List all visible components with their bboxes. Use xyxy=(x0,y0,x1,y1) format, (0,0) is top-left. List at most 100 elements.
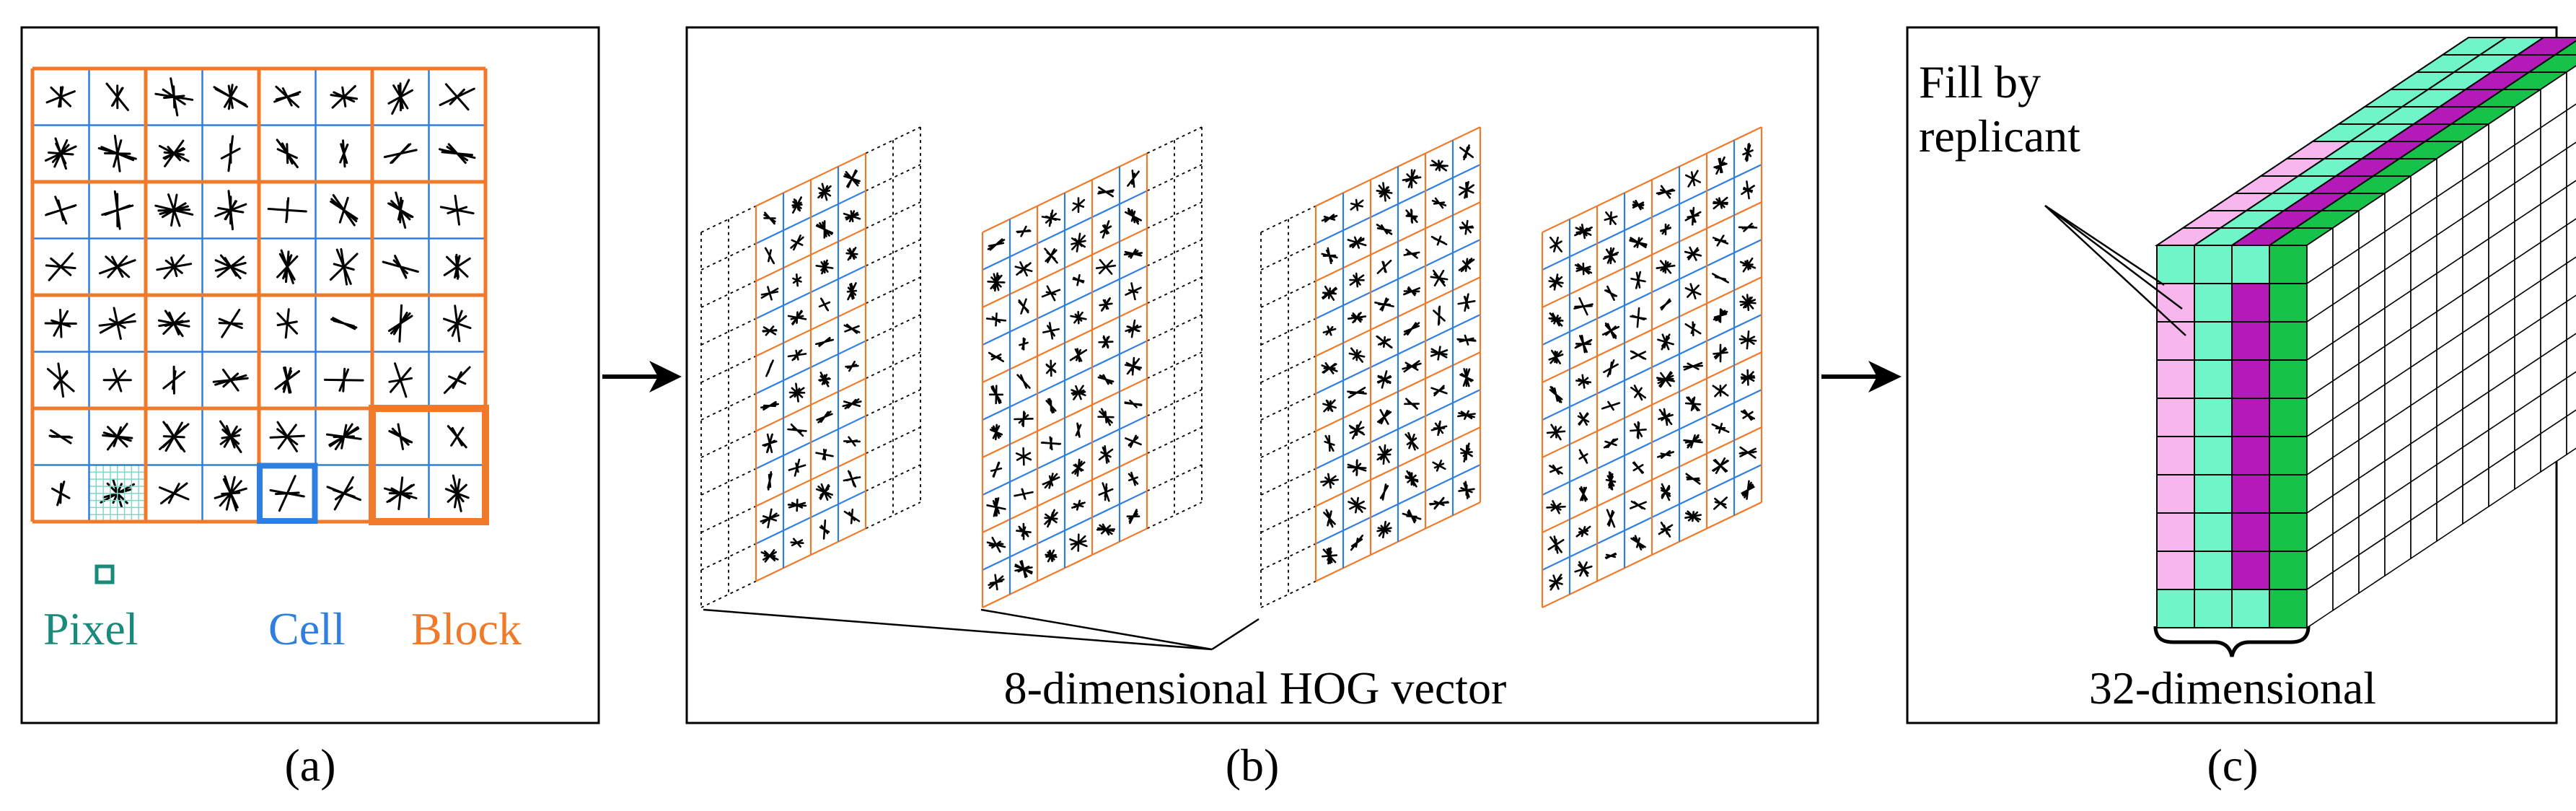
cube-front-cell xyxy=(2231,474,2270,514)
hog-cell xyxy=(329,247,359,286)
cube-side-cell xyxy=(2566,333,2576,380)
hog-cell xyxy=(212,368,249,392)
cube-front-cell xyxy=(2194,245,2233,284)
fill-label-line1: Fill by xyxy=(1919,56,2041,108)
hog-cell xyxy=(273,85,302,108)
hog-cell xyxy=(439,83,475,111)
cube-front-cell xyxy=(2231,512,2270,552)
hog-cell xyxy=(45,86,76,108)
hog-cell xyxy=(443,304,472,343)
hog-vector-brace xyxy=(703,608,1260,651)
legend-cell: Cell xyxy=(268,603,346,654)
cube-front-cell xyxy=(2156,359,2195,399)
cube-front-cell xyxy=(2269,321,2308,361)
dimension-brace xyxy=(2153,626,2311,657)
hog-cell xyxy=(51,481,71,507)
cube-front-cell xyxy=(2194,589,2233,628)
hog-layer-stack xyxy=(700,126,1763,608)
hog-cell xyxy=(439,194,475,226)
hog-cell xyxy=(154,193,194,227)
cube-side-cell xyxy=(2566,180,2576,227)
cube-front-cell xyxy=(2194,551,2233,590)
hog-cell xyxy=(102,367,132,393)
panel-a-frame xyxy=(20,26,600,724)
cube-front-cell xyxy=(2194,398,2233,437)
hog-cell xyxy=(158,139,190,167)
cube-side-cell xyxy=(2566,256,2576,303)
cube-front-cell xyxy=(2231,359,2270,399)
hog-cell xyxy=(159,421,190,453)
hog-cell xyxy=(339,139,349,168)
cube-top-cell xyxy=(2526,54,2576,73)
dimension-label: 32-dimensional xyxy=(2089,662,2376,714)
hog-cell xyxy=(276,308,299,339)
hog-cell xyxy=(384,476,418,511)
cube-front-cell xyxy=(2194,359,2233,399)
cube-front-cell xyxy=(2231,321,2270,361)
cube-front-cell xyxy=(2156,398,2195,437)
hog-cell xyxy=(220,135,241,172)
hog-cell xyxy=(388,423,413,450)
cube-top-cell xyxy=(2552,40,2576,56)
hog-cell xyxy=(267,197,307,224)
cube-front-cell xyxy=(2269,436,2308,475)
cube-side-cell xyxy=(2566,218,2576,265)
hog-cell xyxy=(276,249,299,284)
hog-cell xyxy=(213,84,248,110)
cube-front-cell xyxy=(2231,589,2270,628)
hog-cell xyxy=(443,366,471,394)
cube-side-cell xyxy=(2566,409,2576,456)
cube-front-cell xyxy=(2269,512,2308,552)
hog-cell-grid xyxy=(30,66,489,584)
cube-front-cell xyxy=(2269,283,2308,323)
cube-front-cell xyxy=(2269,551,2308,590)
fill-label-line2: replicant xyxy=(1919,110,2080,162)
hog-cell xyxy=(45,252,76,281)
cube-front-cell xyxy=(2231,436,2270,475)
cube-side-cell xyxy=(2566,294,2576,341)
hog-cell xyxy=(214,190,247,231)
hog-cell xyxy=(98,307,136,341)
hog-cell xyxy=(269,421,305,452)
hog-cell xyxy=(439,143,476,165)
hog-cell xyxy=(154,77,194,117)
hog-plane xyxy=(700,126,921,608)
hog-cell xyxy=(46,362,75,398)
cube-front-cell xyxy=(2231,398,2270,437)
cube-front-cell xyxy=(2194,321,2233,361)
hog-cell xyxy=(330,84,359,109)
cube-front-cell xyxy=(2156,512,2195,552)
cube-front-cell xyxy=(2156,245,2195,284)
cube-front-cell xyxy=(2269,398,2308,437)
hog-cell xyxy=(388,304,413,343)
hog-cell xyxy=(274,366,301,394)
hog-cell xyxy=(156,254,193,279)
hog-cell xyxy=(162,365,186,395)
hog-cell xyxy=(387,191,414,229)
hog-plane xyxy=(981,126,1203,608)
cube-front-cell xyxy=(2156,589,2195,628)
hog-cell xyxy=(48,429,73,444)
cube-front-cell xyxy=(2231,245,2270,284)
hog-cell xyxy=(382,255,419,279)
arrow-b-to-c xyxy=(1821,361,1902,393)
arrow-a-to-b xyxy=(602,361,682,393)
hog-cell xyxy=(101,190,134,230)
hog-cell xyxy=(330,194,359,227)
hog-cell xyxy=(45,196,77,225)
block-highlight xyxy=(369,405,489,525)
cube-front-cell xyxy=(2269,245,2308,284)
hog-cell xyxy=(44,309,77,338)
cube-front-cell xyxy=(2156,283,2195,323)
cube-side-cell xyxy=(2566,103,2576,150)
hog-cell xyxy=(97,134,137,172)
hog-cell xyxy=(44,137,77,170)
hog-cell xyxy=(383,143,418,165)
hog-cell xyxy=(102,423,133,451)
hog-plane xyxy=(1260,126,1482,608)
cube-front-cell xyxy=(2156,321,2195,361)
hog-cell xyxy=(330,317,358,330)
caption-c: (c) xyxy=(2207,740,2258,791)
legend-block: Block xyxy=(411,603,522,654)
